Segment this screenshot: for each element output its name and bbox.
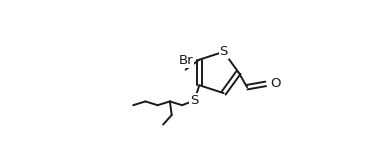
Text: S: S [219,45,228,58]
Text: S: S [190,94,199,107]
Text: Br: Br [178,54,193,67]
Text: O: O [270,77,281,90]
